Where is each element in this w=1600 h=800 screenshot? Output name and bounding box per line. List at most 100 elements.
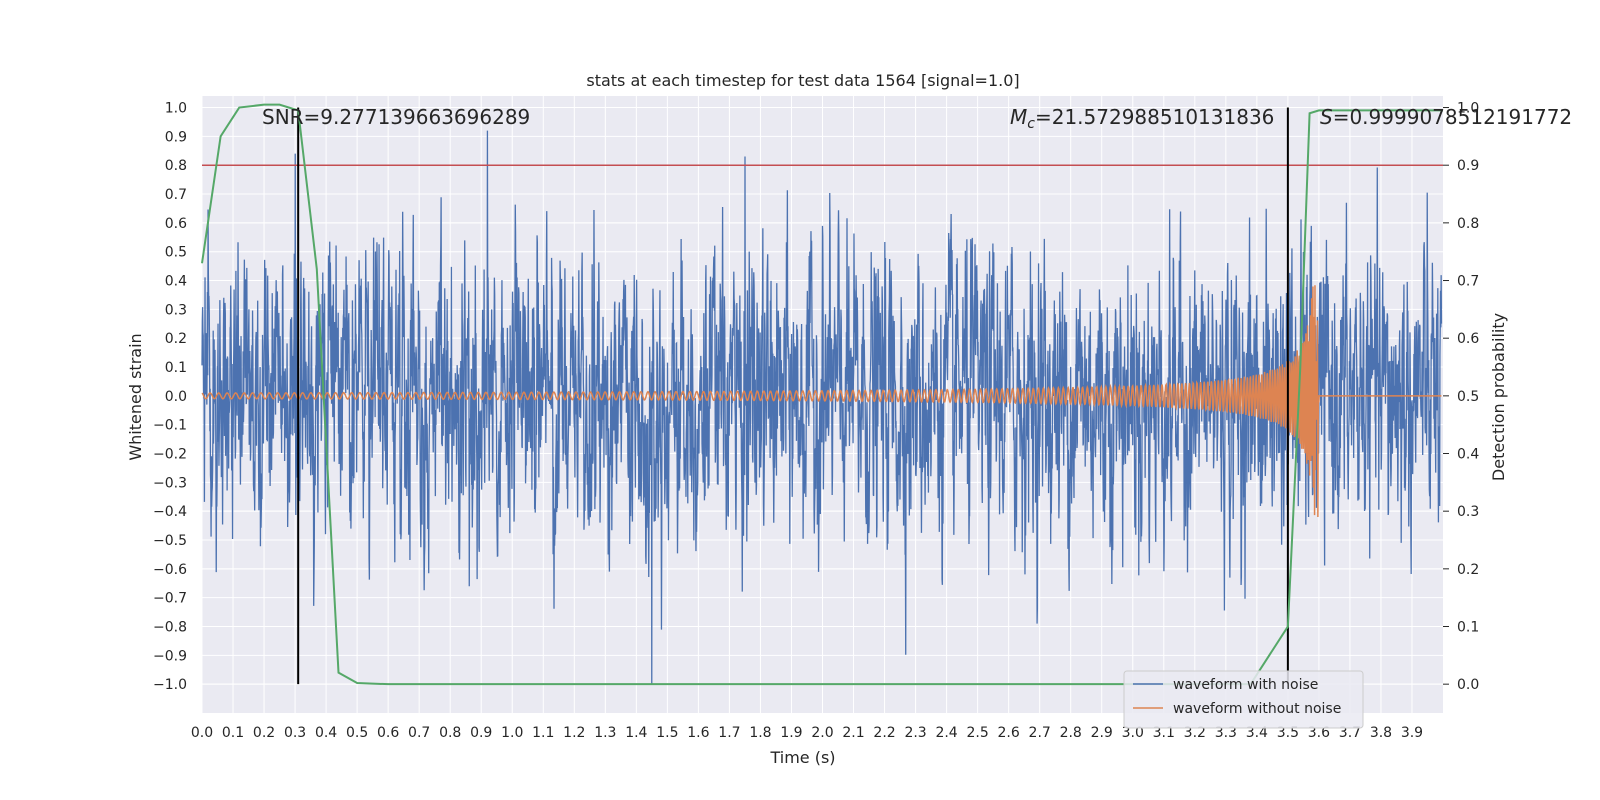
x-tick-label-2: 0.2 [253, 725, 275, 741]
legend-box [1123, 670, 1364, 729]
y-tick-label-15: −0.5 [153, 533, 187, 549]
x-tick-label-30: 3.0 [1122, 725, 1144, 741]
series-detection-probability [201, 103, 1443, 686]
y-tick-label-12: −0.2 [153, 447, 187, 463]
y-tick-label-18: −0.8 [153, 620, 187, 636]
annotation-s: S=0.9999078512191772 [1320, 105, 1572, 129]
x-tick-label-24: 2.4 [935, 725, 957, 741]
y-tick-label-0: 1.0 [165, 101, 187, 117]
probability-line [201, 103, 1443, 686]
clean-line [201, 285, 1442, 517]
series-waveform-without-noise [201, 285, 1442, 517]
y-tick-label-6: 0.4 [165, 274, 187, 290]
x-tick-label-1: 0.1 [222, 725, 244, 741]
x-tick-label-3: 0.3 [284, 725, 306, 741]
x-tick-label-15: 1.5 [656, 725, 678, 741]
x-tick-label-26: 2.6 [998, 725, 1020, 741]
y2-axis-label: Detection probability [1489, 313, 1508, 481]
y-tick-label-1: 0.9 [165, 129, 187, 145]
x-tick-label-6: 0.6 [377, 725, 399, 741]
y2-tick-label-9: 0.1 [1457, 620, 1479, 636]
legend-label-noise: waveform with noise [1173, 677, 1318, 693]
y-tick-label-4: 0.6 [165, 216, 187, 232]
x-tick-label-35: 3.5 [1277, 725, 1299, 741]
x-tick-label-11: 1.1 [532, 725, 554, 741]
y-tick-label-19: −0.9 [153, 648, 187, 664]
y2-tick-label-5: 0.5 [1457, 389, 1479, 405]
x-tick-label-13: 1.3 [594, 725, 616, 741]
y2-tick-label-2: 0.8 [1457, 216, 1479, 232]
y2-tick-label-0: 1.0 [1457, 101, 1479, 117]
y2-tick-label-7: 0.3 [1457, 504, 1479, 520]
annotation-mc-value: =21.572988510131836 [1035, 105, 1274, 129]
x-tick-label-34: 3.4 [1246, 725, 1268, 741]
noise-line [201, 130, 1443, 685]
y-axis-label: Whitened strain [126, 333, 145, 460]
y2-tick-label-4: 0.6 [1457, 331, 1479, 347]
x-tick-label-10: 1.0 [501, 725, 523, 741]
x-tick-label-22: 2.2 [873, 725, 895, 741]
y-tick-label-10: 0.0 [165, 389, 187, 405]
y2-tick-label-6: 0.4 [1457, 447, 1479, 463]
annotations: SNR=9.277139663696289 Mc=21.572988510131… [262, 105, 1572, 132]
x-tick-label-8: 0.8 [439, 725, 461, 741]
x-tick-label-39: 3.9 [1401, 725, 1423, 741]
y-tick-label-16: −0.6 [153, 562, 187, 578]
y-tick-label-2: 0.8 [165, 158, 187, 174]
x-tick-label-14: 1.4 [625, 725, 647, 741]
y-tick-label-20: −1.0 [153, 677, 187, 693]
y-tick-label-8: 0.2 [165, 331, 187, 347]
x-axis-label: Time (s) [769, 748, 835, 767]
x-tick-label-4: 0.4 [315, 725, 337, 741]
y-tick-label-11: −0.1 [153, 418, 187, 434]
x-tick-label-5: 0.5 [346, 725, 368, 741]
x-tick-label-9: 0.9 [470, 725, 492, 741]
x-tick-label-19: 1.9 [780, 725, 802, 741]
x-tick-label-25: 2.5 [966, 725, 988, 741]
y2-tick-label-10: 0.0 [1457, 677, 1479, 693]
vertical-markers [297, 107, 1289, 685]
y2-tick-label-3: 0.7 [1457, 274, 1479, 290]
y2-tick-labels: 1.0 0.9 0.8 0.7 0.6 0.5 0.4 0.3 0.2 0.1 0.0 [1443, 101, 1479, 693]
x-tick-label-36: 3.6 [1308, 725, 1330, 741]
x-tick-label-17: 1.7 [718, 725, 740, 741]
annotation-s-symbol: S [1320, 105, 1333, 129]
y-tick-label-3: 0.7 [165, 187, 187, 203]
y-tick-labels: 1.0 0.9 0.8 0.7 0.6 0.5 0.4 0.3 0.2 0.1 0.0 −0.1 −0.… [153, 101, 187, 694]
annotation-mc: Mc=21.572988510131836 [1010, 105, 1274, 132]
annotation-snr: SNR=9.277139663696289 [262, 105, 530, 129]
annotation-mc-subscript: c [1027, 116, 1035, 132]
x-tick-label-38: 3.8 [1370, 725, 1392, 741]
x-tick-label-33: 3.3 [1215, 725, 1237, 741]
x-tick-label-31: 3.1 [1153, 725, 1175, 741]
y2-tick-label-8: 0.2 [1457, 562, 1479, 578]
x-tick-label-7: 0.7 [408, 725, 430, 741]
legend: waveform with noise waveform without noi… [1123, 670, 1364, 729]
y-tick-label-9: 0.1 [165, 360, 187, 376]
x-tick-label-28: 2.8 [1060, 725, 1082, 741]
x-tick-label-12: 1.2 [563, 725, 585, 741]
x-tick-label-27: 2.7 [1029, 725, 1051, 741]
x-tick-label-0: 0.0 [191, 725, 213, 741]
y-tick-label-14: −0.4 [153, 504, 187, 520]
x-tick-label-18: 1.8 [749, 725, 771, 741]
legend-label-clean: waveform without noise [1173, 701, 1341, 717]
x-tick-label-37: 3.7 [1339, 725, 1361, 741]
annotation-s-value: =0.9999078512191772 [1333, 105, 1572, 129]
y2-tick-label-1: 0.9 [1457, 158, 1479, 174]
x-tick-label-21: 2.1 [842, 725, 864, 741]
series-waveform-with-noise [201, 130, 1443, 685]
x-tick-label-16: 1.6 [687, 725, 709, 741]
y-tick-label-5: 0.5 [165, 245, 187, 261]
annotation-mc-symbol: M [1010, 105, 1027, 129]
chart-title: stats at each timestep for test data 156… [586, 71, 1019, 90]
y-tick-label-17: −0.7 [153, 591, 187, 607]
x-tick-label-20: 2.0 [811, 725, 833, 741]
x-tick-label-29: 2.9 [1091, 725, 1113, 741]
x-tick-labels: 0.0 0.1 0.2 0.3 0.4 0.5 0.6 0.7 0.8 0.9 1.0 1.1 1.2 1… [191, 725, 1423, 741]
y-tick-label-7: 0.3 [165, 302, 187, 318]
y-tick-label-13: −0.3 [153, 475, 187, 491]
x-tick-label-23: 2.3 [904, 725, 926, 741]
x-tick-label-32: 3.2 [1184, 725, 1206, 741]
